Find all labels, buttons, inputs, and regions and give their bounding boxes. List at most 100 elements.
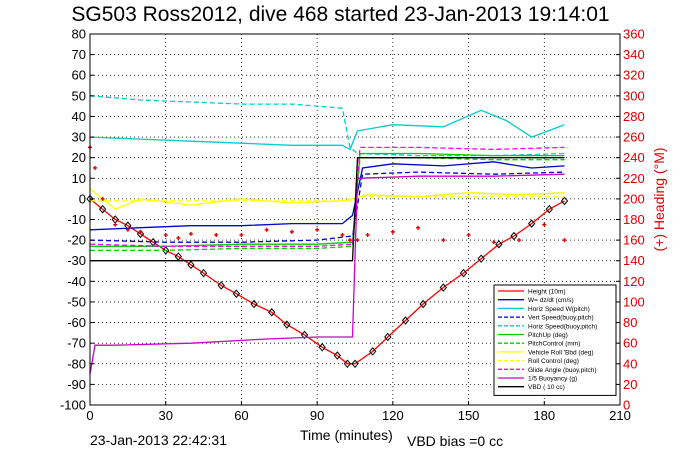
series-horiz-speed-buoy-pitch-line <box>89 95 565 157</box>
y-left-tick-label: -50 <box>67 294 86 309</box>
legend-entry: Horiz Speed(buoy,pitch) <box>528 323 597 330</box>
series-heading-point <box>188 231 193 236</box>
legend-entry: PitchUp (deg) <box>528 332 568 339</box>
y-left-tick-label: -20 <box>67 233 86 248</box>
series-heading-point <box>163 232 168 237</box>
y-right-tick-label: 80 <box>623 315 637 330</box>
y-right-tick-label: 320 <box>623 68 645 83</box>
series-horiz-speed-w-pitch-line <box>89 109 565 151</box>
series-height-10m-point <box>187 260 195 270</box>
series-height-10m-point <box>439 283 447 292</box>
series-height-10m-point <box>250 299 258 309</box>
y-right-tick-label: 200 <box>623 191 645 206</box>
y-left-tick-label: -90 <box>67 377 86 392</box>
y-left-tick-label: 50 <box>72 88 86 103</box>
series-heading-point <box>289 229 294 234</box>
series-heading-point <box>542 222 547 227</box>
series-heading-point <box>466 232 471 237</box>
series-height-10m-point <box>199 268 208 278</box>
x-tick-label: 30 <box>158 408 172 423</box>
series-height-10m-point <box>560 196 569 206</box>
series-heading-point <box>355 238 360 243</box>
legend-entry: PitchControl (mm) <box>528 341 580 348</box>
series-height-10m-point <box>528 219 536 228</box>
x-tick-label: 0 <box>86 408 93 423</box>
legend-entry: Vehicle Roll 'Bbd (deg) <box>528 349 594 356</box>
series-vbd-10-cc-line <box>90 157 565 262</box>
series-height-10m-point <box>174 252 182 261</box>
y-right-tick-label: 60 <box>623 336 637 351</box>
y-right-tick-label: 280 <box>623 109 645 124</box>
x-tick-label: 120 <box>382 408 404 423</box>
series-glide-angle-buoy-pitch-line <box>89 146 565 247</box>
series-height-10m-point <box>495 239 503 249</box>
y-left-tick-label: 10 <box>72 171 86 186</box>
legend-entry: Roll Control (deg) <box>528 358 579 365</box>
series-heading-point <box>562 238 567 243</box>
series-height-10m-point <box>111 215 119 224</box>
series-height-10m-point <box>369 347 377 356</box>
x-axis-label: Time (minutes) <box>300 427 393 443</box>
series-height-10m-point <box>459 268 468 278</box>
series-height-10m-point <box>232 289 241 298</box>
series-height-10m-point <box>268 307 276 317</box>
series-heading-point <box>517 238 522 243</box>
y-left-tick-label: -40 <box>67 274 86 289</box>
series-heading-point <box>125 227 130 232</box>
x-tick-label: 210 <box>609 408 631 423</box>
series-w-dz-dt-cm-s-line <box>89 161 565 231</box>
y-right-tick-label: 120 <box>623 274 645 289</box>
y-left-tick-label: 40 <box>72 109 86 124</box>
series-heading-point <box>491 240 496 245</box>
series-vehicle-roll-bbd-deg-line <box>89 188 565 210</box>
series-heading-point <box>347 238 352 243</box>
series-height-10m-point <box>384 332 392 342</box>
series-1-5-buoyancy-g-line <box>89 173 565 375</box>
series-height-10m-point <box>351 359 359 369</box>
y-right-tick-label: 360 <box>623 27 645 42</box>
series-height-10m-point <box>283 320 291 329</box>
legend-entry: Horiz Speed W(pitch) <box>528 306 590 313</box>
y-left-tick-label: -70 <box>67 336 86 351</box>
y-right-tick-label: 220 <box>623 171 645 186</box>
y-right-tick-label: 340 <box>623 47 645 62</box>
series-heading-point <box>138 229 143 234</box>
series-heading-point <box>214 232 219 237</box>
series-heading-point <box>390 229 395 234</box>
y-left-tick-label: -100 <box>60 398 86 413</box>
series-height-10m-point <box>217 281 225 290</box>
y-right-tick-label: 20 <box>623 377 637 392</box>
series-heading-point <box>315 227 320 232</box>
series-heading-point <box>416 225 421 230</box>
series-height-10m-point <box>162 246 170 255</box>
y-left-tick-label: 20 <box>72 150 86 165</box>
series-height-10m-point <box>98 204 107 214</box>
y-right-tick-label: 240 <box>623 150 645 165</box>
series-height-10m-point <box>401 316 410 325</box>
y-left-tick-label: 30 <box>72 130 86 145</box>
series-pitchcontrol-mm-line <box>90 157 565 252</box>
x-tick-label: 150 <box>458 408 480 423</box>
legend-entry: Glide Angle (buoy,pitch) <box>528 367 597 374</box>
series-heading-point <box>176 236 181 241</box>
legend-entry: 1/5 Buoyancy (g) <box>528 376 577 383</box>
vbd-bias-label: VBD bias =0 cc <box>407 433 504 449</box>
y-right-axis-label: (+) Heading (°M) <box>651 147 667 251</box>
legend-box <box>493 284 617 396</box>
y-right-tick-label: 40 <box>623 356 637 371</box>
series-height-10m-point <box>318 343 326 352</box>
series-heading-point <box>365 232 370 237</box>
y-left-tick-label: 0 <box>79 191 86 206</box>
series-vert-speed-buoy-pitch-line <box>89 171 565 243</box>
y-left-tick-label: 80 <box>72 27 86 42</box>
series-heading-point <box>340 232 345 237</box>
y-right-tick-label: 180 <box>623 212 645 227</box>
series-height-10m-point <box>510 231 518 241</box>
y-left-tick-label: 70 <box>72 47 86 62</box>
y-left-tick-label: -60 <box>67 315 86 330</box>
series-height-10m-point <box>545 204 553 214</box>
y-right-tick-label: 160 <box>623 233 645 248</box>
series-height-10m-point <box>477 254 485 263</box>
series-roll-control-deg-line <box>90 196 565 202</box>
